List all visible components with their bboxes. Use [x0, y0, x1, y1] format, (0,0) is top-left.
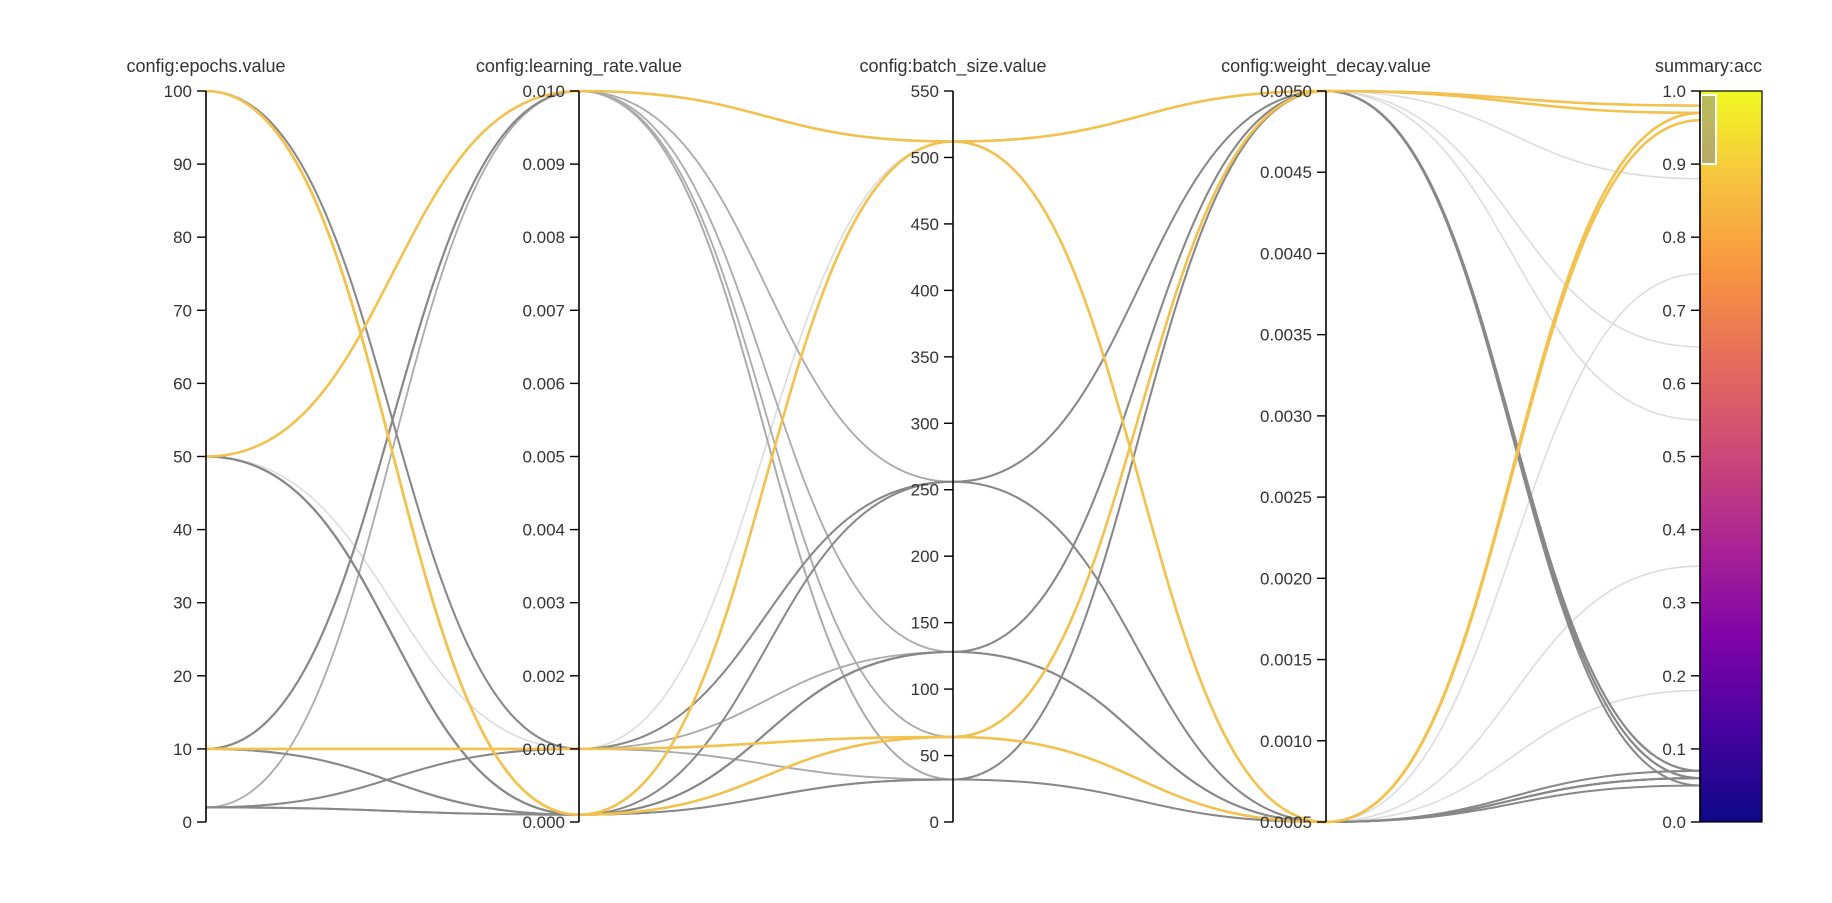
tick-label: 350: [911, 348, 939, 367]
tick-label: 0.002: [522, 667, 565, 686]
tick-label: 0.0020: [1260, 569, 1312, 588]
tick-label: 0.0: [1662, 813, 1686, 832]
tick-label: 40: [173, 521, 192, 540]
tick-label: 60: [173, 374, 192, 393]
tick-label: 50: [920, 747, 939, 766]
tick-label: 0.010: [522, 82, 565, 101]
tick-label: 550: [911, 82, 939, 101]
tick-label: 20: [173, 667, 192, 686]
tick-label: 400: [911, 281, 939, 300]
tick-label: 0.1: [1662, 740, 1686, 759]
tick-label: 100: [164, 82, 192, 101]
tick-label: 0.4: [1662, 521, 1686, 540]
colorbar-gradient: [1700, 91, 1762, 822]
axis-batch_size[interactable]: config:batch_size.value 0 50 100 150 200 250 30…: [859, 56, 1046, 832]
axis-epochs[interactable]: config:epochs.value 0 10 20 30 40 50 60 70 80 90 10…: [126, 56, 285, 832]
tick-label: 30: [173, 594, 192, 613]
tick-label: 10: [173, 740, 192, 759]
tick-label: 0.0030: [1260, 407, 1312, 426]
tick-label: 0.001: [522, 740, 565, 759]
tick-label: 0.0005: [1260, 813, 1312, 832]
tick-label: 0.0015: [1260, 651, 1312, 670]
tick-label: 0.003: [522, 594, 565, 613]
tick-label: 0.008: [522, 228, 565, 247]
tick-label: 0.5: [1662, 448, 1686, 467]
acc-selection-brush[interactable]: [1700, 94, 1717, 166]
tick-label: 0.006: [522, 374, 565, 393]
tick-label: 250: [911, 481, 939, 500]
tick-label: 300: [911, 414, 939, 433]
axis-title: config:epochs.value: [126, 56, 285, 76]
tick-label: 0.004: [522, 521, 565, 540]
tick-label: 0: [930, 813, 939, 832]
tick-label: 0.007: [522, 301, 565, 320]
acc-colorbar: [1699, 90, 1763, 823]
tick-label: 0.000: [522, 813, 565, 832]
tick-label: 0.0050: [1260, 82, 1312, 101]
tick-label: 50: [173, 448, 192, 467]
tick-label: 450: [911, 215, 939, 234]
axis-learning_rate[interactable]: config:learning_rate.value 0.000 0.001 0.00…: [476, 56, 682, 832]
axis-title: summary:acc: [1655, 56, 1762, 76]
tick-label: 0.2: [1662, 667, 1686, 686]
axis-title: config:weight_decay.value: [1221, 56, 1431, 77]
tick-label: 0.0010: [1260, 732, 1312, 751]
tick-label: 0: [183, 813, 192, 832]
tick-label: 0.6: [1662, 374, 1686, 393]
axis-acc[interactable]: summary:acc 0.0 0.1 0.2 0.3 0.4 0.5 0.6 0.7 0.8 0.…: [1655, 56, 1762, 832]
tick-label: 0.009: [522, 155, 565, 174]
tick-label: 200: [911, 547, 939, 566]
tick-label: 80: [173, 228, 192, 247]
axis-title: config:learning_rate.value: [476, 56, 682, 77]
axes: config:epochs.value 0 10 20 30 40 50 60 70 80 90 10…: [126, 56, 1762, 832]
tick-label: 0.9: [1662, 155, 1686, 174]
tick-label: 0.0035: [1260, 326, 1312, 345]
axis-title: config:batch_size.value: [859, 56, 1046, 77]
axis-weight_decay[interactable]: config:weight_decay.value 0.0005 0.0010 0.0…: [1221, 56, 1431, 832]
tick-label: 0.7: [1662, 301, 1686, 320]
tick-label: 0.005: [522, 448, 565, 467]
tick-label: 0.0025: [1260, 488, 1312, 507]
tick-label: 150: [911, 614, 939, 633]
tick-label: 500: [911, 148, 939, 167]
tick-label: 0.8: [1662, 228, 1686, 247]
tick-label: 90: [173, 155, 192, 174]
tick-label: 70: [173, 301, 192, 320]
tick-label: 0.0040: [1260, 244, 1312, 263]
tick-label: 100: [911, 680, 939, 699]
tick-label: 0.0045: [1260, 163, 1312, 182]
tick-label: 1.0: [1662, 82, 1686, 101]
tick-label: 0.3: [1662, 594, 1686, 613]
